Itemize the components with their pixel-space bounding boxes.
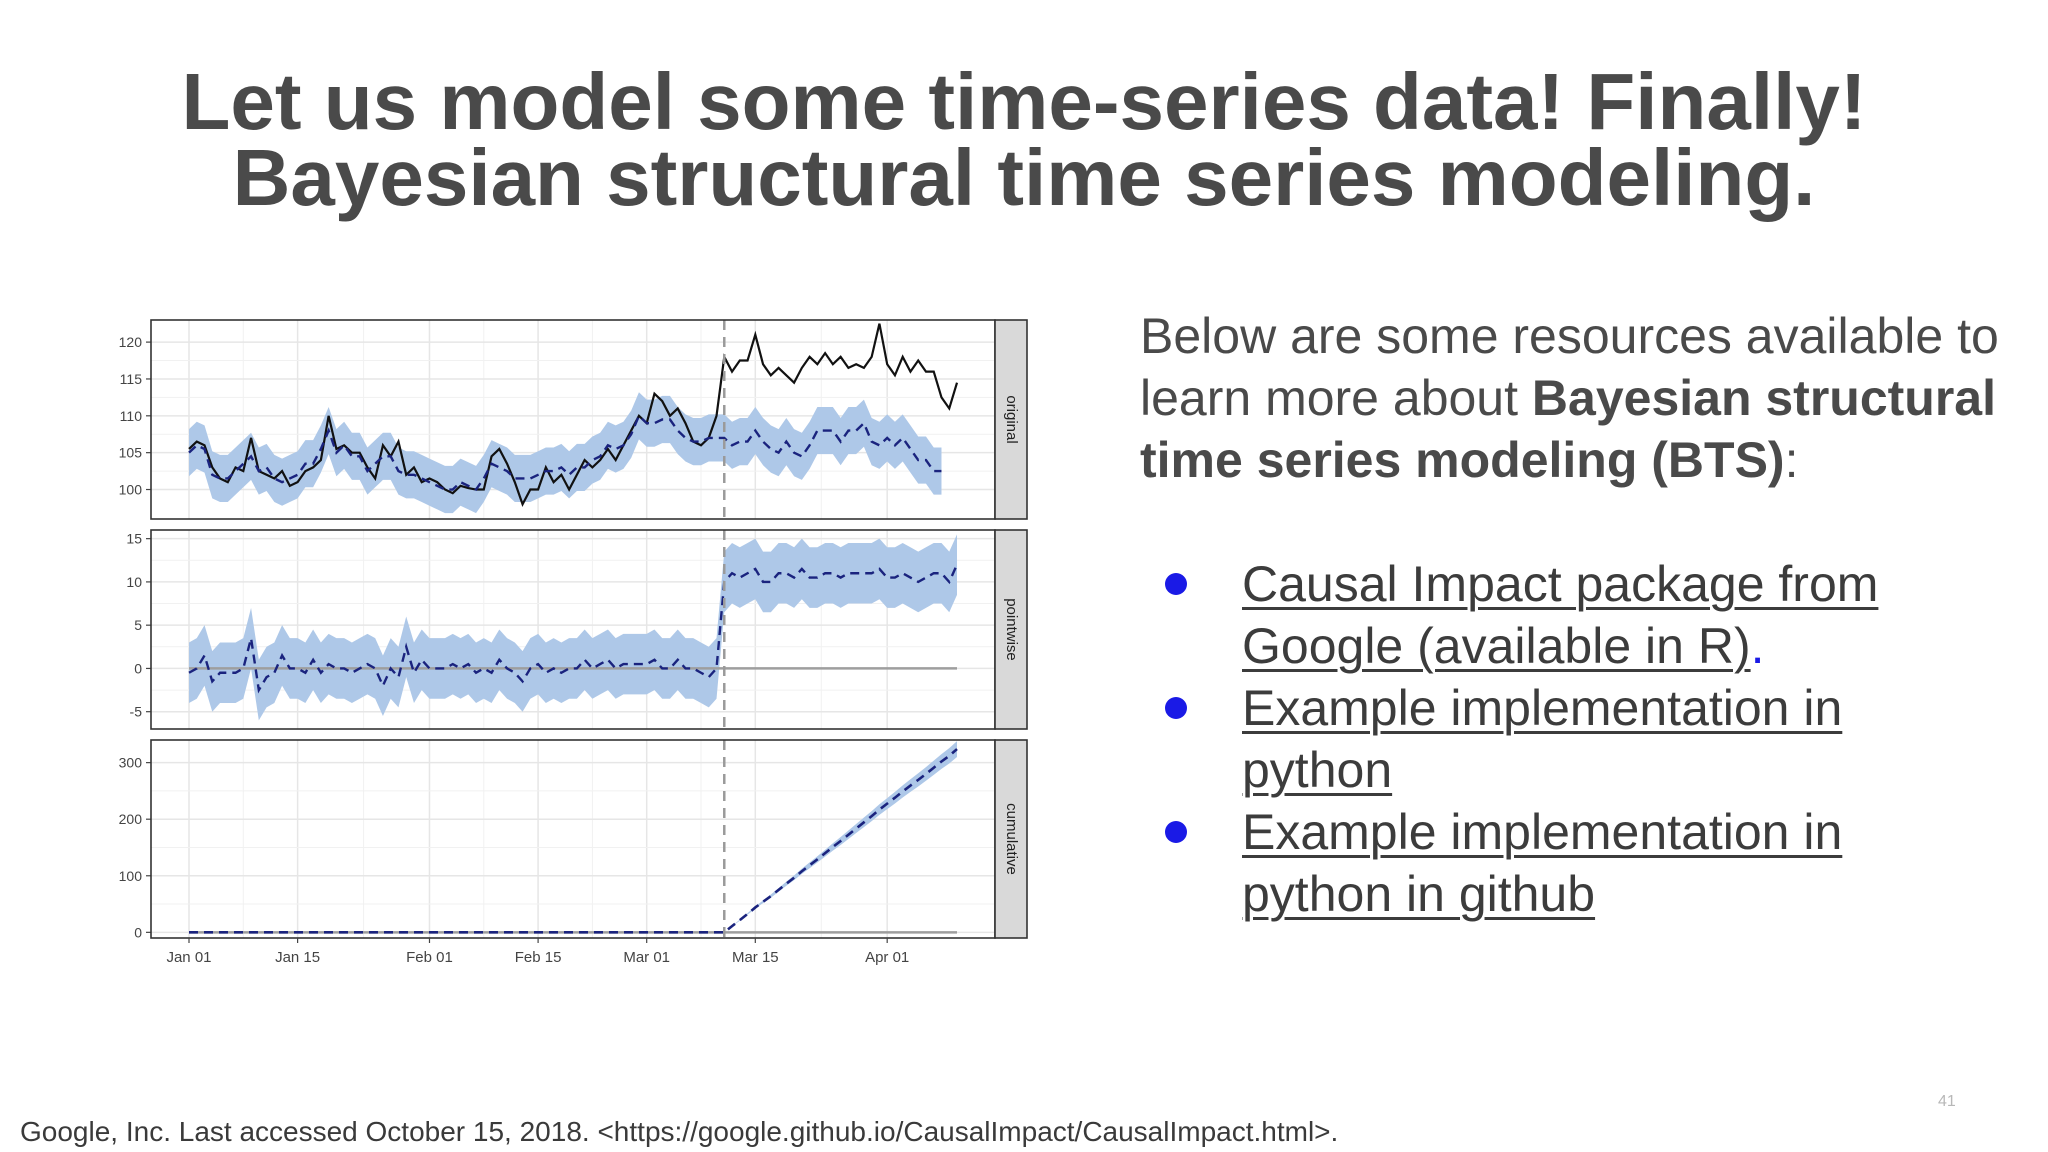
y-tick-label: 10 (126, 574, 142, 590)
link-python-example[interactable]: Example implementation in python (1242, 680, 1843, 798)
x-tick-label: Apr 01 (865, 949, 909, 966)
resource-links: Causal Impact package from Google (avail… (1140, 553, 2000, 925)
bullet-icon (1165, 821, 1187, 843)
facet-strip-label-cumulative: cumulative (1003, 803, 1020, 875)
resources-intro: Below are some resources available to le… (1140, 305, 2000, 491)
facet-strip (994, 319, 1028, 520)
bsts-chart: 100 105 110 115 120 original -5 0 5 10 15 pointwise… (95, 312, 1035, 972)
link-item-github-example: Example implementation in python in gith… (1140, 801, 2000, 925)
predicted-series-line (188, 564, 959, 694)
y-tick-label: 5 (134, 617, 142, 633)
page-number: 41 (1938, 1093, 1956, 1110)
link-item-causal-impact: Causal Impact package from Google (avail… (1140, 553, 2000, 677)
x-tick-label: Mar 01 (623, 949, 670, 966)
link-suffix: . (1750, 618, 1765, 674)
x-tick-label: Feb 15 (515, 949, 562, 966)
link-item-python-example: Example implementation in python (1140, 677, 2000, 801)
y-tick-label: 15 (126, 531, 142, 547)
title-line-2: Bayesian structural time series modeling… (232, 133, 1816, 222)
bsts-chart-svg: 100 105 110 115 120 original -5 0 5 10 15 pointwise… (119, 319, 1028, 966)
y-tick-label: 0 (134, 924, 142, 940)
facet-strip (994, 529, 1028, 730)
predicted-series-line (188, 413, 942, 492)
credible-interval-band (189, 392, 942, 514)
facet-strip-label-pointwise: pointwise (1003, 598, 1020, 661)
y-tick-label: 300 (119, 755, 143, 771)
x-tick-label: Mar 15 (732, 949, 779, 966)
x-tick-label: Feb 01 (406, 949, 453, 966)
facet-strip-label-original: original (1003, 395, 1020, 443)
y-tick-label: 105 (119, 445, 143, 461)
bullet-icon (1165, 573, 1187, 595)
footer-citation: Google, Inc. Last accessed October 15, 2… (20, 1116, 1339, 1147)
observed-series-line (188, 323, 959, 508)
resources-column: Below are some resources available to le… (1140, 305, 2000, 925)
y-tick-label: 0 (134, 660, 142, 676)
y-tick-label: 100 (119, 868, 143, 884)
title-line-1: Let us model some time-series data! Fina… (181, 57, 1867, 146)
intro-text: Below are some resources available to le… (1140, 308, 1999, 426)
slide-title: Let us model some time-series data! Fina… (0, 57, 2048, 222)
link-github-example[interactable]: Example implementation in python in gith… (1242, 804, 1843, 922)
cumulative-effect-line (189, 748, 958, 934)
intro-bold-text: Bayesian structural time series modeling… (1140, 370, 1996, 488)
facet-strip (994, 739, 1028, 939)
y-tick-label: 120 (119, 334, 143, 350)
y-tick-label: 100 (119, 482, 143, 498)
intro-colon: : (1784, 432, 1799, 488)
cumulative-credible-band (724, 741, 957, 933)
bullet-icon (1165, 697, 1187, 719)
link-causal-impact[interactable]: Causal Impact package from Google (avail… (1242, 556, 1879, 674)
y-tick-label: -5 (130, 704, 143, 720)
x-tick-label: Jan 01 (166, 949, 211, 966)
panel-background (151, 740, 995, 938)
x-tick-label: Jan 15 (275, 949, 320, 966)
y-tick-label: 110 (120, 408, 143, 424)
y-tick-label: 115 (120, 371, 143, 387)
y-tick-label: 200 (119, 811, 143, 827)
